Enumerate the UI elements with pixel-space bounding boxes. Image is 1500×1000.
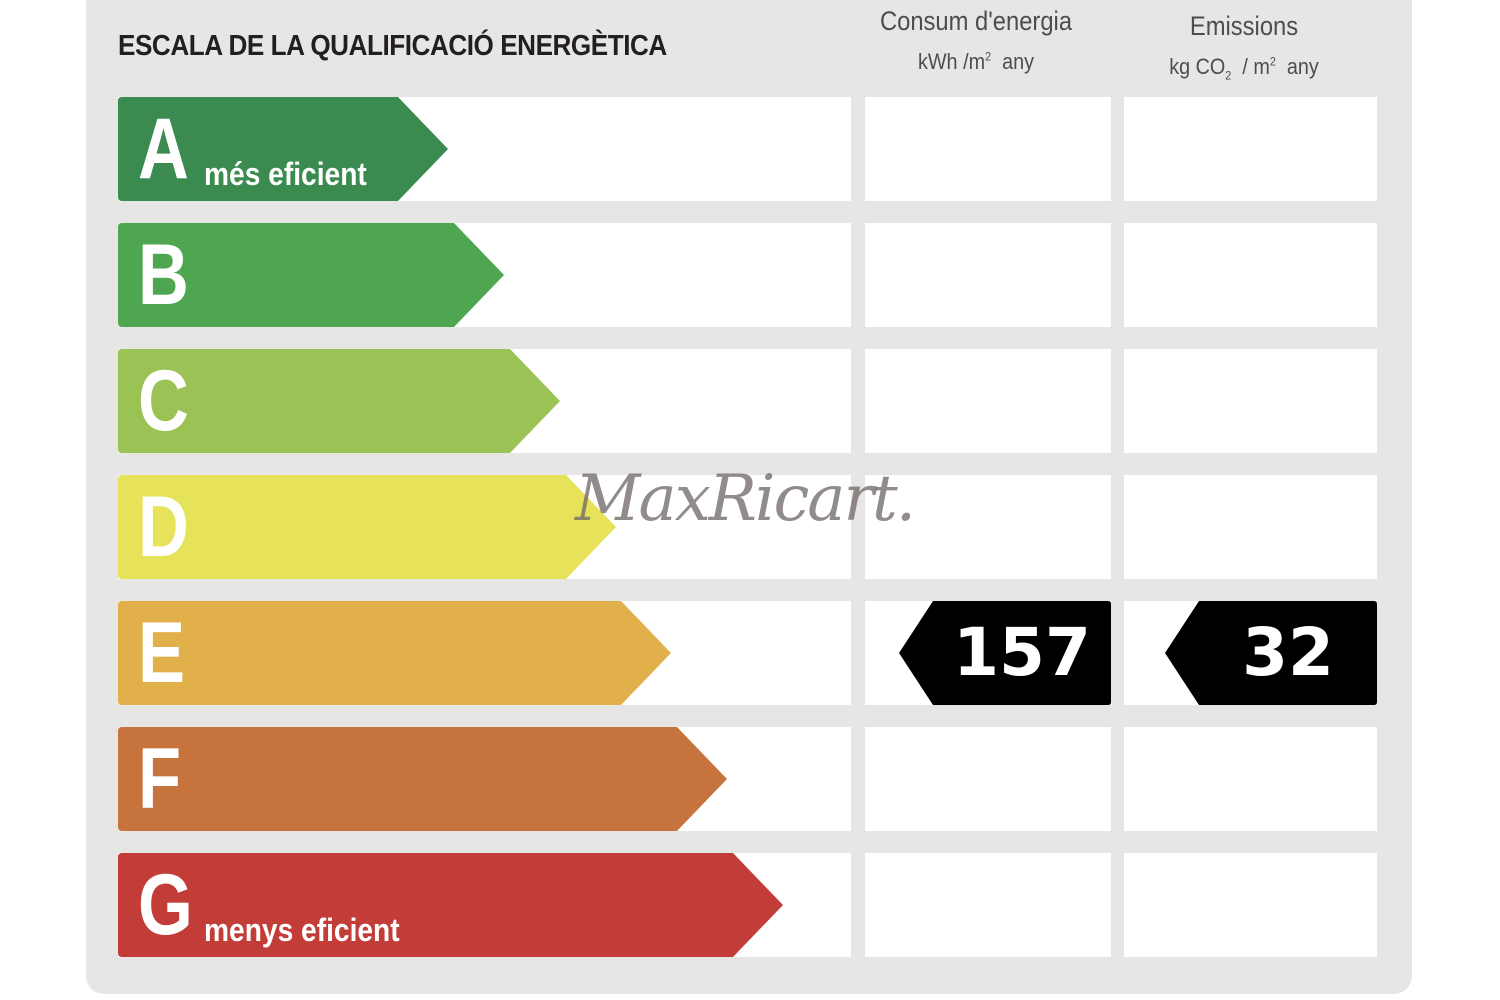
energy-result-badge-value: 157 <box>953 614 1091 691</box>
emissions-result-badge-value: 32 <box>1242 614 1334 691</box>
energy-column-header: Consum d'energia kWh /m2 any <box>866 6 1086 75</box>
emissions-column-header: Emissions kg CO2 / m2 any <box>1130 11 1358 82</box>
energy-cell <box>865 853 1111 957</box>
rating-bar-e: E <box>118 601 671 705</box>
rating-note: menys eficient <box>204 912 400 948</box>
emissions-unit: kg CO2 / m2 any <box>1169 54 1319 83</box>
emissions-cell <box>1124 223 1377 327</box>
energy-result-badge: 157 <box>899 601 1111 705</box>
emissions-header-label: Emissions <box>1189 11 1299 41</box>
watermark-logo: MaxRicart. <box>575 462 916 536</box>
energy-cell <box>865 97 1111 201</box>
rating-letter: G <box>138 857 193 953</box>
scale-title: ESCALA DE LA QUALIFICACIÓ ENERGÈTICA <box>118 30 667 62</box>
energy-cell <box>865 475 1111 579</box>
rating-letter: A <box>138 101 189 197</box>
emissions-cell <box>1124 727 1377 831</box>
rating-bar-d: D <box>118 475 616 579</box>
rating-bar-c: C <box>118 349 560 453</box>
energy-cell <box>865 727 1111 831</box>
rating-letter: E <box>138 605 186 701</box>
energy-unit: kWh /m2 any <box>917 49 1035 74</box>
rating-note: més eficient <box>204 156 367 192</box>
rating-letter: C <box>138 353 189 449</box>
emissions-cell <box>1124 475 1377 579</box>
rating-bar-f: F <box>118 727 727 831</box>
energy-cell <box>865 349 1111 453</box>
emissions-cell <box>1124 97 1377 201</box>
rating-letter: B <box>138 227 189 323</box>
emissions-cell <box>1124 853 1377 957</box>
energy-header-label: Consum d'energia <box>879 6 1073 36</box>
emissions-result-badge: 32 <box>1165 601 1377 705</box>
rating-letter: D <box>138 479 189 575</box>
emissions-cell <box>1124 349 1377 453</box>
energy-cell <box>865 223 1111 327</box>
rating-letter: F <box>138 731 182 827</box>
rating-bar-b: B <box>118 223 504 327</box>
